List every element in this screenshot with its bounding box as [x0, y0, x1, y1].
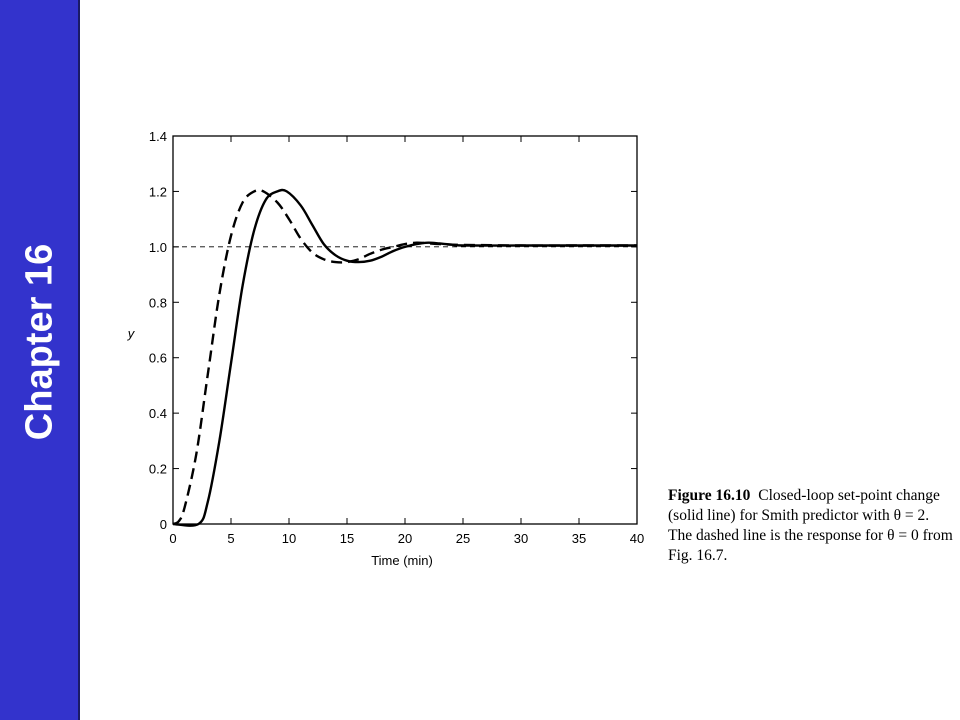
x-tick-label: 40 — [630, 531, 644, 546]
x-tick-label: 5 — [227, 531, 234, 546]
sidebar: Chapter 16 — [0, 0, 80, 720]
x-tick-label: 25 — [456, 531, 470, 546]
y-tick-label: 1.4 — [149, 129, 167, 144]
x-tick-label: 10 — [282, 531, 296, 546]
y-tick-label: 0.2 — [149, 462, 167, 477]
x-tick-label: 15 — [340, 531, 354, 546]
x-axis-label: Time (min) — [371, 553, 433, 568]
x-tick-label: 35 — [572, 531, 586, 546]
y-tick-label: 1.0 — [149, 240, 167, 255]
x-tick-label: 0 — [169, 531, 176, 546]
y-axis-label: y — [127, 326, 136, 341]
x-tick-label: 30 — [514, 531, 528, 546]
y-tick-label: 0.8 — [149, 295, 167, 310]
solid-response-line — [172, 188, 637, 527]
caption-text: Closed-loop set-point change (solid line… — [668, 487, 953, 564]
y-tick-label: 1.2 — [149, 184, 167, 199]
plot-frame — [172, 135, 638, 525]
x-tick-label: 20 — [398, 531, 412, 546]
dashed-response-line — [172, 188, 637, 526]
figure-caption: Figure 16.10 Closed-loop set-point chang… — [668, 486, 956, 566]
y-tick-label: 0 — [160, 517, 167, 532]
y-tick-label: 0.4 — [149, 406, 167, 421]
figure-number: Figure 16.10 — [668, 487, 751, 504]
y-tick-label: 0.6 — [149, 351, 167, 366]
